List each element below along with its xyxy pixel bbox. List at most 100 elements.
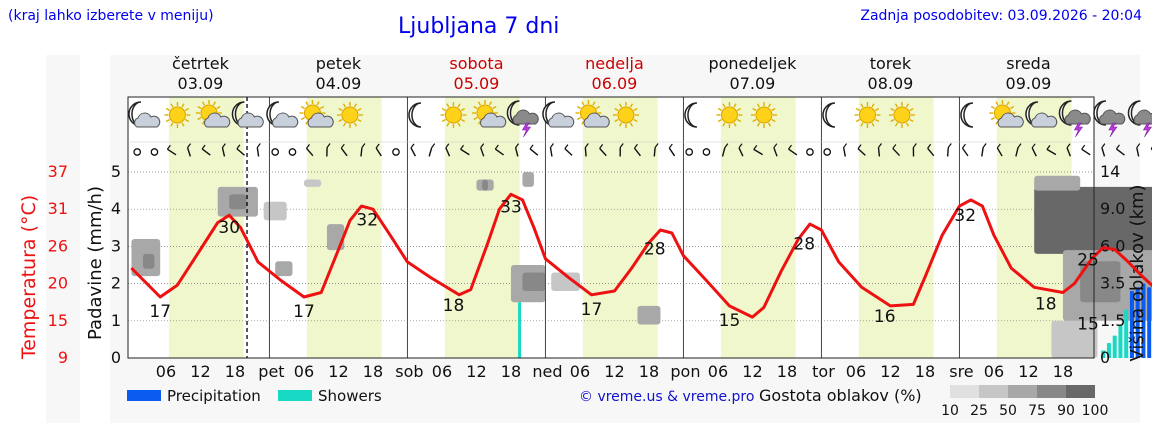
wind-barb bbox=[480, 147, 485, 157]
cloud-patch bbox=[482, 179, 488, 191]
wind-symbols bbox=[133, 143, 1152, 157]
wind-barb-flag bbox=[564, 144, 569, 149]
precipitation-bars bbox=[518, 283, 1152, 358]
x-axis-labels: 06 12 18 06 12 18 pet 06 12 18 sob 06 12 18 ned 06 12 18 p… bbox=[156, 362, 1073, 381]
precip-tick-label: 2 bbox=[111, 274, 121, 293]
sun-icon bbox=[716, 102, 743, 128]
wind-barb bbox=[460, 148, 470, 156]
wind-barb bbox=[186, 147, 192, 157]
wind-barb-flag bbox=[187, 143, 192, 149]
day-date: 08.09 bbox=[868, 74, 914, 93]
wind-barb bbox=[256, 147, 260, 157]
lightning-bolt bbox=[521, 122, 532, 138]
day-abbr-label: tor bbox=[812, 362, 835, 381]
sun-ray bbox=[767, 103, 772, 108]
sun-ray bbox=[771, 107, 776, 112]
hour-tick-label: 18 bbox=[915, 362, 935, 381]
sun-ray bbox=[905, 103, 910, 108]
wind-barb bbox=[201, 148, 211, 156]
wind-barb bbox=[857, 148, 866, 156]
lightning-bolt bbox=[1073, 122, 1084, 138]
wind-calm-symbol bbox=[288, 148, 297, 156]
moon-crescent bbox=[1093, 100, 1107, 126]
sun-ray bbox=[995, 101, 999, 106]
day-abbr-label: pon bbox=[670, 362, 700, 381]
cloud-shape bbox=[307, 112, 334, 128]
showers-bar bbox=[1101, 350, 1106, 358]
sun-icon bbox=[336, 102, 363, 128]
wind-barb bbox=[167, 148, 177, 156]
sun-ray bbox=[733, 103, 737, 108]
lightning-bolt bbox=[1142, 122, 1152, 138]
cloud-shape bbox=[548, 112, 575, 128]
region-hint[interactable]: (kraj lahko izberete v meniju) bbox=[8, 8, 214, 24]
cloud-density-level: 25 bbox=[970, 403, 988, 419]
sun-ray bbox=[633, 107, 638, 112]
sun-ray bbox=[890, 118, 895, 123]
hour-tick-label: 18 bbox=[225, 362, 245, 381]
sun-ray bbox=[212, 101, 217, 106]
wind-barb bbox=[996, 147, 1003, 157]
wind-barb-flag bbox=[236, 144, 241, 150]
sun-ray bbox=[353, 103, 358, 108]
wind-calm-symbol bbox=[685, 148, 694, 156]
wind-barb bbox=[599, 147, 607, 157]
sun-ray bbox=[181, 103, 185, 108]
wind-barb bbox=[633, 147, 641, 157]
weather-icons bbox=[128, 100, 1152, 138]
sun-ray bbox=[871, 103, 875, 108]
page-title: Ljubljana 7 dni bbox=[398, 14, 560, 39]
temperature-line bbox=[130, 192, 1152, 319]
hour-tick-label: 06 bbox=[294, 362, 314, 381]
sun-disc bbox=[168, 106, 186, 124]
wind-barb-flag bbox=[892, 144, 897, 149]
wind-barb bbox=[564, 148, 573, 156]
wind-barb bbox=[236, 148, 245, 156]
wind-barb bbox=[1066, 147, 1072, 157]
moon-cloud-icon bbox=[542, 101, 575, 128]
sun-ray bbox=[581, 120, 585, 125]
sun-disc bbox=[858, 106, 876, 124]
wind-barb-flag bbox=[375, 143, 380, 149]
wind-barb bbox=[529, 148, 539, 156]
moon-crescent bbox=[1127, 100, 1141, 126]
cloud-shape bbox=[204, 112, 231, 128]
day-abbr-label: sob bbox=[395, 362, 423, 381]
wind-barb bbox=[653, 147, 656, 157]
wind-barb bbox=[1031, 147, 1037, 157]
hour-tick-label: 06 bbox=[846, 362, 866, 381]
cloud-patch bbox=[522, 172, 534, 187]
sun-ray bbox=[305, 101, 309, 106]
wind-barb-flag bbox=[878, 143, 882, 148]
moon-crescent bbox=[408, 102, 422, 128]
sun-ray bbox=[629, 103, 634, 108]
sun-ray bbox=[300, 105, 306, 110]
wind-barb-flag bbox=[788, 144, 792, 150]
storm-icon bbox=[1058, 100, 1091, 138]
wind-barb-flag bbox=[1115, 144, 1120, 150]
sun-ray bbox=[181, 122, 185, 127]
wind-barb-flag bbox=[445, 143, 450, 149]
sun-ray bbox=[909, 107, 914, 112]
moon-icon bbox=[684, 102, 698, 128]
wind-barb-flag bbox=[947, 143, 952, 148]
cloud-patch bbox=[229, 194, 247, 210]
moon-crescent bbox=[960, 102, 974, 128]
sun-ray bbox=[733, 122, 737, 127]
sun-ray bbox=[316, 101, 320, 106]
wind-barb bbox=[1046, 148, 1057, 156]
hour-tick-label: 06 bbox=[570, 362, 590, 381]
moon-cloud-icon bbox=[1025, 101, 1058, 128]
cloud-shape bbox=[1031, 112, 1058, 128]
wind-barb-flag bbox=[1136, 143, 1141, 148]
wind-barb-flag bbox=[857, 144, 862, 150]
sun-ray bbox=[457, 122, 461, 127]
hour-tick-label: 12 bbox=[190, 362, 210, 381]
wind-barb-flag bbox=[1017, 143, 1022, 148]
wind-calm-symbol bbox=[806, 148, 814, 156]
wind-barb bbox=[773, 147, 778, 157]
sun-ray bbox=[216, 105, 221, 110]
moon-icon bbox=[960, 102, 974, 128]
sun-ray bbox=[446, 103, 450, 108]
